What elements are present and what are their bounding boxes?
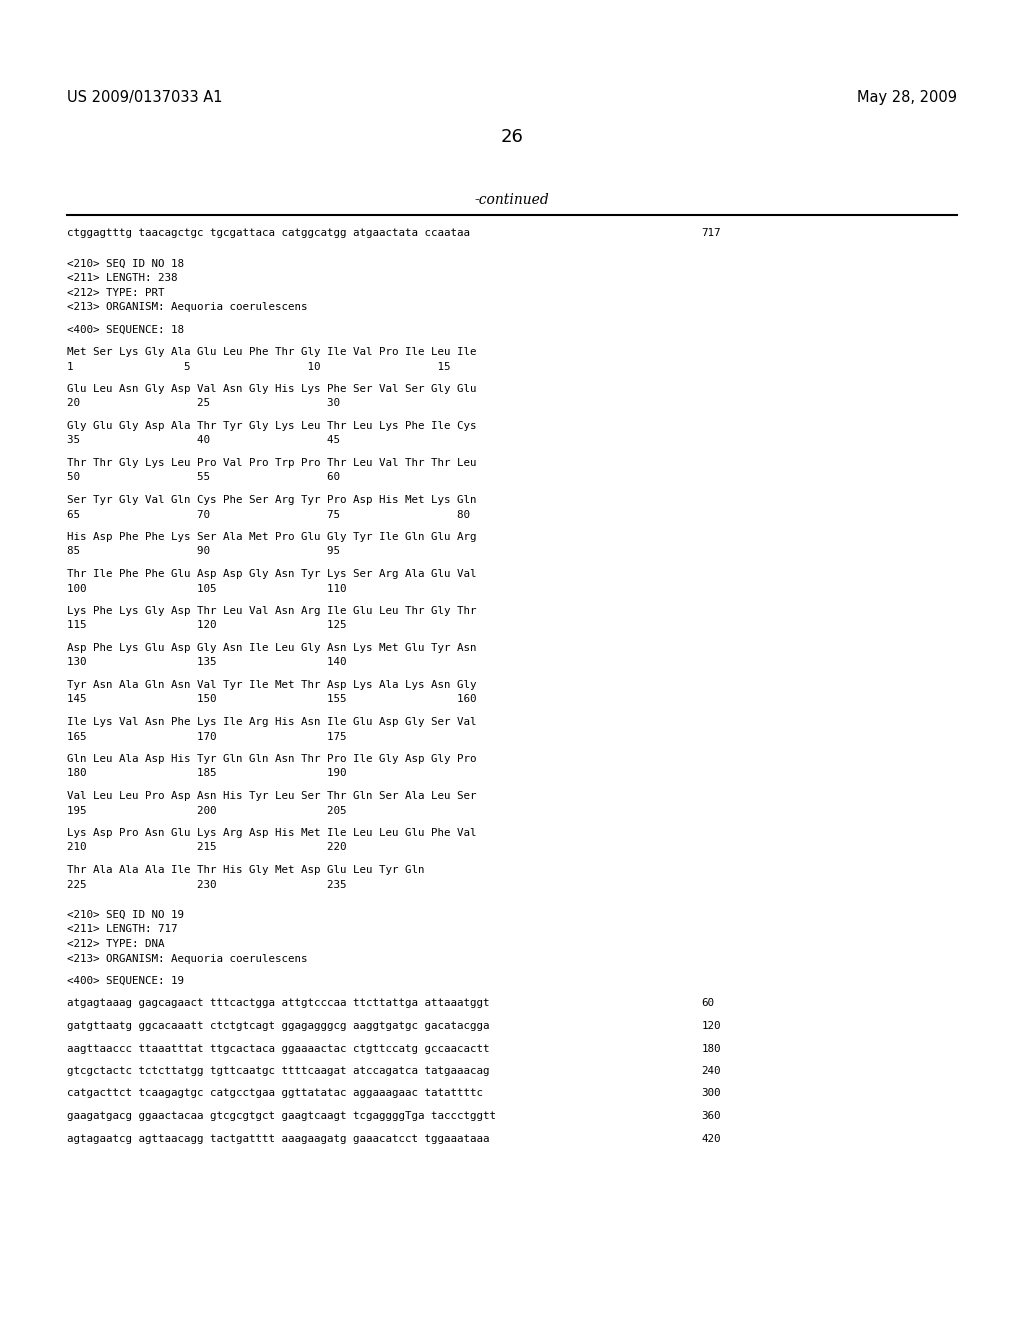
Text: 180: 180 (701, 1044, 721, 1053)
Text: 165                 170                 175: 165 170 175 (67, 731, 346, 742)
Text: 60: 60 (701, 998, 715, 1008)
Text: 360: 360 (701, 1111, 721, 1121)
Text: Gln Leu Ala Asp His Tyr Gln Gln Asn Thr Pro Ile Gly Asp Gly Pro: Gln Leu Ala Asp His Tyr Gln Gln Asn Thr … (67, 754, 476, 764)
Text: 20                  25                  30: 20 25 30 (67, 399, 340, 408)
Text: <210> SEQ ID NO 18: <210> SEQ ID NO 18 (67, 259, 183, 268)
Text: 717: 717 (701, 228, 721, 238)
Text: May 28, 2009: May 28, 2009 (857, 90, 957, 106)
Text: Ser Tyr Gly Val Gln Cys Phe Ser Arg Tyr Pro Asp His Met Lys Gln: Ser Tyr Gly Val Gln Cys Phe Ser Arg Tyr … (67, 495, 476, 506)
Text: Lys Asp Pro Asn Glu Lys Arg Asp His Met Ile Leu Leu Glu Phe Val: Lys Asp Pro Asn Glu Lys Arg Asp His Met … (67, 828, 476, 838)
Text: 50                  55                  60: 50 55 60 (67, 473, 340, 483)
Text: 300: 300 (701, 1089, 721, 1098)
Text: 180                 185                 190: 180 185 190 (67, 768, 346, 779)
Text: atgagtaaag gagcagaact tttcactgga attgtcccaa ttcttattga attaaatggt: atgagtaaag gagcagaact tttcactgga attgtcc… (67, 998, 489, 1008)
Text: 85                  90                  95: 85 90 95 (67, 546, 340, 557)
Text: Val Leu Leu Pro Asp Asn His Tyr Leu Ser Thr Gln Ser Ala Leu Ser: Val Leu Leu Pro Asp Asn His Tyr Leu Ser … (67, 791, 476, 801)
Text: His Asp Phe Phe Lys Ser Ala Met Pro Glu Gly Tyr Ile Gln Glu Arg: His Asp Phe Phe Lys Ser Ala Met Pro Glu … (67, 532, 476, 543)
Text: <400> SEQUENCE: 18: <400> SEQUENCE: 18 (67, 325, 183, 334)
Text: gtcgctactc tctcttatgg tgttcaatgc ttttcaagat atccagatca tatgaaacag: gtcgctactc tctcttatgg tgttcaatgc ttttcaa… (67, 1067, 489, 1076)
Text: <211> LENGTH: 238: <211> LENGTH: 238 (67, 273, 177, 282)
Text: Ile Lys Val Asn Phe Lys Ile Arg His Asn Ile Glu Asp Gly Ser Val: Ile Lys Val Asn Phe Lys Ile Arg His Asn … (67, 717, 476, 727)
Text: 115                 120                 125: 115 120 125 (67, 620, 346, 631)
Text: <400> SEQUENCE: 19: <400> SEQUENCE: 19 (67, 975, 183, 986)
Text: gatgttaatg ggcacaaatt ctctgtcagt ggagagggcg aaggtgatgc gacatacgga: gatgttaatg ggcacaaatt ctctgtcagt ggagagg… (67, 1020, 489, 1031)
Text: Met Ser Lys Gly Ala Glu Leu Phe Thr Gly Ile Val Pro Ile Leu Ile: Met Ser Lys Gly Ala Glu Leu Phe Thr Gly … (67, 347, 476, 356)
Text: Thr Thr Gly Lys Leu Pro Val Pro Trp Pro Thr Leu Val Thr Thr Leu: Thr Thr Gly Lys Leu Pro Val Pro Trp Pro … (67, 458, 476, 469)
Text: 100                 105                 110: 100 105 110 (67, 583, 346, 594)
Text: ctggagtttg taacagctgc tgcgattaca catggcatgg atgaactata ccaataa: ctggagtttg taacagctgc tgcgattaca catggca… (67, 228, 470, 238)
Text: <213> ORGANISM: Aequoria coerulescens: <213> ORGANISM: Aequoria coerulescens (67, 302, 307, 312)
Text: 1                 5                  10                  15: 1 5 10 15 (67, 362, 451, 371)
Text: <210> SEQ ID NO 19: <210> SEQ ID NO 19 (67, 909, 183, 920)
Text: 65                  70                  75                  80: 65 70 75 80 (67, 510, 470, 520)
Text: Asp Phe Lys Glu Asp Gly Asn Ile Leu Gly Asn Lys Met Glu Tyr Asn: Asp Phe Lys Glu Asp Gly Asn Ile Leu Gly … (67, 643, 476, 653)
Text: Gly Glu Gly Asp Ala Thr Tyr Gly Lys Leu Thr Leu Lys Phe Ile Cys: Gly Glu Gly Asp Ala Thr Tyr Gly Lys Leu … (67, 421, 476, 432)
Text: 240: 240 (701, 1067, 721, 1076)
Text: 120: 120 (701, 1020, 721, 1031)
Text: 210                 215                 220: 210 215 220 (67, 842, 346, 853)
Text: <212> TYPE: DNA: <212> TYPE: DNA (67, 939, 164, 949)
Text: US 2009/0137033 A1: US 2009/0137033 A1 (67, 90, 222, 106)
Text: Thr Ala Ala Ala Ile Thr His Gly Met Asp Glu Leu Tyr Gln: Thr Ala Ala Ala Ile Thr His Gly Met Asp … (67, 865, 424, 875)
Text: agtagaatcg agttaacagg tactgatttt aaagaagatg gaaacatcct tggaaataaa: agtagaatcg agttaacagg tactgatttt aaagaag… (67, 1134, 489, 1143)
Text: gaagatgacg ggaactacaa gtcgcgtgct gaagtcaagt tcgaggggTga taccctggtt: gaagatgacg ggaactacaa gtcgcgtgct gaagtca… (67, 1111, 496, 1121)
Text: Tyr Asn Ala Gln Asn Val Tyr Ile Met Thr Asp Lys Ala Lys Asn Gly: Tyr Asn Ala Gln Asn Val Tyr Ile Met Thr … (67, 680, 476, 690)
Text: aagttaaccc ttaaatttat ttgcactaca ggaaaactac ctgttccatg gccaacactt: aagttaaccc ttaaatttat ttgcactaca ggaaaac… (67, 1044, 489, 1053)
Text: Glu Leu Asn Gly Asp Val Asn Gly His Lys Phe Ser Val Ser Gly Glu: Glu Leu Asn Gly Asp Val Asn Gly His Lys … (67, 384, 476, 393)
Text: 420: 420 (701, 1134, 721, 1143)
Text: Thr Ile Phe Phe Glu Asp Asp Gly Asn Tyr Lys Ser Arg Ala Glu Val: Thr Ile Phe Phe Glu Asp Asp Gly Asn Tyr … (67, 569, 476, 579)
Text: <212> TYPE: PRT: <212> TYPE: PRT (67, 288, 164, 297)
Text: 225                 230                 235: 225 230 235 (67, 879, 346, 890)
Text: 130                 135                 140: 130 135 140 (67, 657, 346, 668)
Text: <211> LENGTH: 717: <211> LENGTH: 717 (67, 924, 177, 935)
Text: 26: 26 (501, 128, 523, 147)
Text: <213> ORGANISM: Aequoria coerulescens: <213> ORGANISM: Aequoria coerulescens (67, 953, 307, 964)
Text: Lys Phe Lys Gly Asp Thr Leu Val Asn Arg Ile Glu Leu Thr Gly Thr: Lys Phe Lys Gly Asp Thr Leu Val Asn Arg … (67, 606, 476, 616)
Text: 195                 200                 205: 195 200 205 (67, 805, 346, 816)
Text: 145                 150                 155                 160: 145 150 155 160 (67, 694, 476, 705)
Text: catgacttct tcaagagtgc catgcctgaa ggttatatac aggaaagaac tatattttc: catgacttct tcaagagtgc catgcctgaa ggttata… (67, 1089, 482, 1098)
Text: -continued: -continued (475, 193, 549, 207)
Text: 35                  40                  45: 35 40 45 (67, 436, 340, 445)
